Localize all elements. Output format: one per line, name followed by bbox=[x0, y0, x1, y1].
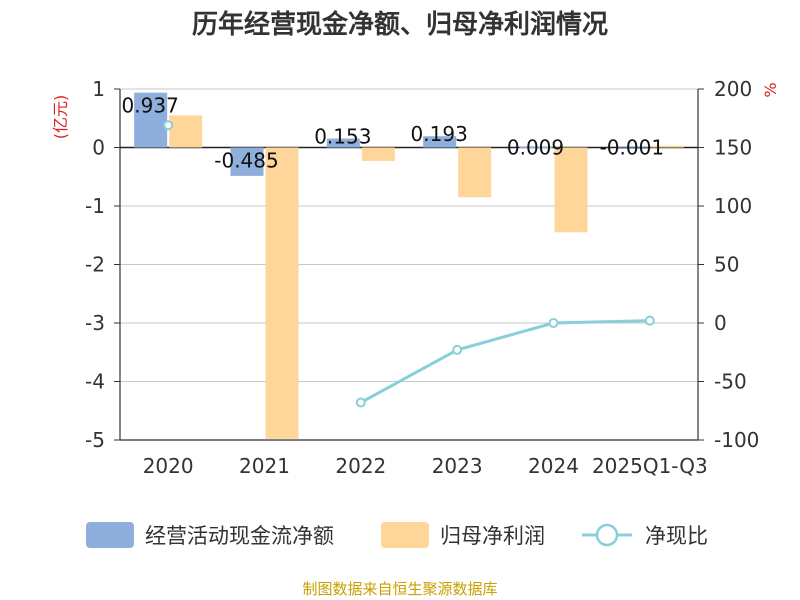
legend-label-cashflow: 经营活动现金流净额 bbox=[145, 524, 334, 548]
left-axis-unit: (亿元) bbox=[51, 95, 70, 140]
cashflow-data-label: -0.485 bbox=[214, 149, 278, 173]
ratio-line bbox=[163, 120, 655, 408]
profit-bar bbox=[265, 147, 299, 439]
profit-bar bbox=[169, 115, 203, 148]
right-tick-label: 50 bbox=[714, 253, 739, 277]
cashflow-bar bbox=[615, 147, 649, 149]
right-axis-unit: % bbox=[761, 82, 780, 97]
cashflow-bar bbox=[230, 147, 264, 176]
left-tick-label: -1 bbox=[85, 194, 105, 218]
right-tick-label: 100 bbox=[714, 194, 752, 218]
profit-bar bbox=[650, 145, 684, 148]
profit-bar bbox=[554, 147, 588, 233]
cashflow-bar bbox=[519, 146, 553, 149]
cashflow-bar bbox=[423, 136, 457, 148]
x-tick-label: 2021 bbox=[239, 454, 290, 478]
legend: 经营活动现金流净额 归母净利润 净现比 bbox=[86, 522, 708, 548]
legend-swatch-cashflow bbox=[86, 522, 134, 548]
x-tick-label: 2025Q1-Q3 bbox=[592, 454, 708, 478]
cashflow-data-label: 0.937 bbox=[122, 94, 179, 118]
left-tick-label: 1 bbox=[92, 77, 105, 101]
right-tick-label: 0 bbox=[714, 311, 727, 335]
cashflow-bar bbox=[326, 138, 360, 148]
left-tick-label: -2 bbox=[85, 253, 105, 277]
chart-title: 历年经营现金净额、归母净利润情况 bbox=[192, 9, 608, 40]
right-tick-label: 150 bbox=[714, 136, 752, 160]
legend-swatch-profit bbox=[381, 522, 429, 548]
cashflow-data-label: 0.009 bbox=[507, 136, 564, 160]
left-tick-label: -3 bbox=[85, 311, 105, 335]
x-tick-label: 2020 bbox=[143, 454, 194, 478]
profit-bar bbox=[458, 147, 492, 198]
axes bbox=[114, 88, 704, 441]
cashflow-data-label: 0.153 bbox=[314, 125, 371, 149]
x-tick-label: 2022 bbox=[335, 454, 386, 478]
ratio-line-segment bbox=[360, 319, 650, 404]
cashflow-data-label: -0.001 bbox=[600, 136, 664, 160]
legend-label-profit: 归母净利润 bbox=[440, 524, 545, 548]
legend-label-ratio: 净现比 bbox=[645, 524, 708, 548]
source-note: 制图数据来自恒生聚源数据库 bbox=[302, 580, 497, 598]
data-labels: 0.937 -0.485 0.153 0.193 0.009 -0.001 bbox=[122, 94, 665, 173]
right-tick-label: 200 bbox=[714, 77, 752, 101]
left-tick-label: -4 bbox=[85, 370, 105, 394]
cashflow-data-label: 0.193 bbox=[411, 122, 468, 146]
legend-swatch-ratio-marker bbox=[595, 523, 619, 547]
right-tick-label: -50 bbox=[714, 370, 747, 394]
tick-labels: 1 0 -1 -2 -3 -4 -5 200 150 100 50 0 -50 -100 2020 2021 2… bbox=[85, 77, 759, 478]
x-tick-label: 2023 bbox=[432, 454, 483, 478]
ratio-point bbox=[644, 315, 655, 326]
ratio-point bbox=[355, 397, 366, 408]
ratio-point bbox=[452, 344, 463, 355]
right-tick-label: -100 bbox=[714, 428, 759, 452]
ratio-point bbox=[548, 318, 559, 328]
left-tick-label: -5 bbox=[85, 428, 105, 452]
ratio-point bbox=[163, 120, 174, 131]
left-tick-label: 0 bbox=[92, 136, 105, 160]
x-tick-label: 2024 bbox=[528, 454, 579, 478]
bars bbox=[134, 92, 684, 439]
cashflow-bar bbox=[134, 92, 168, 148]
profit-bar bbox=[361, 147, 395, 161]
